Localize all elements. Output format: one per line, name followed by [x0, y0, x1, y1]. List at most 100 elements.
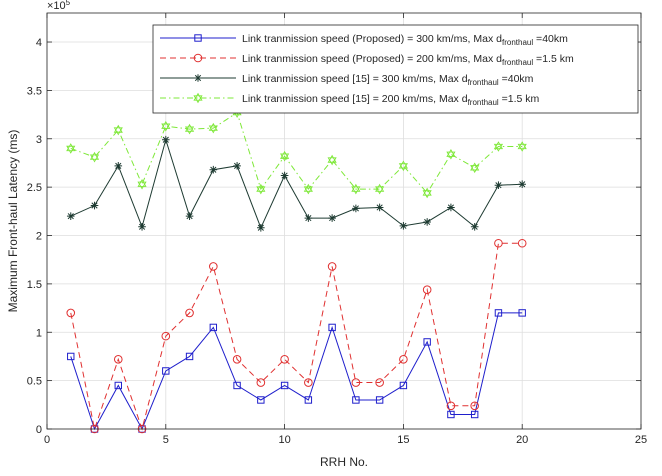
x-tick-label: 0 [44, 434, 50, 446]
series-1 [67, 309, 526, 433]
data-point-hexagram [351, 183, 361, 195]
data-point-asterisk [162, 135, 170, 144]
data-point-square [447, 410, 455, 419]
data-point-square [423, 338, 431, 346]
x-tick-label: 10 [278, 434, 290, 446]
data-point-asterisk [90, 201, 99, 210]
data-point-circle [185, 308, 194, 318]
legend-label-subscript: fronthaul [468, 98, 499, 107]
data-point-hexagram [446, 148, 456, 160]
series-line [70, 312, 523, 431]
data-point-square [328, 323, 336, 332]
data-point-circle [304, 378, 313, 387]
data-point-asterisk [280, 171, 289, 180]
data-point-square [194, 34, 202, 42]
legend-label: Link tranmission speed [15] = 300 km/ms,… [242, 73, 534, 87]
data-point-circle [375, 378, 384, 387]
data-point-hexagram [303, 183, 313, 195]
data-point-square [375, 396, 384, 404]
plot-frame [46, 12, 642, 430]
data-point-hexagram [470, 162, 480, 174]
legend-label: Link tranmission speed [15] = 200 km/ms,… [242, 93, 540, 107]
data-point-asterisk [518, 180, 526, 189]
x-tick-label: 5 [163, 434, 169, 446]
data-point-circle [327, 262, 337, 271]
legend-label-main: Link tranmission speed (Proposed) = 300 … [242, 33, 502, 45]
x-axis-title: RRH No. [320, 455, 368, 469]
data-point-square [399, 381, 408, 390]
data-point-square [162, 367, 170, 375]
data-point-asterisk [185, 212, 194, 220]
legend-label-main: Link tranmission speed (Proposed) = 200 … [242, 53, 502, 65]
data-point-asterisk [138, 223, 146, 231]
data-point-hexagram [208, 122, 218, 134]
data-point-asterisk [375, 203, 384, 212]
data-point-hexagram [280, 150, 290, 162]
x-tick-label: 25 [635, 434, 647, 446]
data-point-asterisk [304, 214, 313, 222]
legend-label-main: Link tranmission speed [15] = 200 km/ms,… [242, 93, 468, 105]
data-point-circle [66, 308, 76, 318]
data-point-hexagram [493, 141, 504, 152]
legend-label-tail: =40km [499, 73, 534, 85]
y-tick-label: 1.5 [27, 279, 42, 291]
data-point-asterisk [352, 204, 360, 213]
y-tick-label: 2.5 [27, 182, 42, 194]
axis-ticks: 0 5 10 15 20 25 0 0.5 1 1.5 2 2.5 3 3.5 4 [27, 13, 647, 446]
data-point-asterisk [423, 218, 431, 226]
data-point-circle [517, 238, 527, 248]
data-point-square [304, 396, 313, 404]
data-point-hexagram [137, 178, 147, 190]
data-point-asterisk [66, 212, 75, 220]
data-point-asterisk [447, 203, 455, 212]
data-point-hexagram [193, 92, 203, 104]
data-point-asterisk [328, 214, 336, 222]
legend-label-main: Link tranmission speed [15] = 300 km/ms,… [242, 73, 468, 85]
data-point-square [352, 396, 360, 404]
data-point-hexagram [66, 143, 76, 154]
data-point-square [257, 396, 265, 404]
data-point-circle [399, 355, 408, 364]
legend-label: Link tranmission speed (Proposed) = 300 … [242, 33, 568, 47]
series-line [70, 242, 523, 431]
legend-entry-3: Link tranmission speed [15] = 300 km/ms,… [160, 73, 534, 87]
data-point-circle [232, 355, 242, 364]
legend-label-subscript: fronthaul [468, 78, 499, 87]
series-layer [66, 107, 527, 434]
y-tick-label: 1 [36, 327, 42, 339]
y-tick-label: 4 [36, 37, 42, 49]
data-point-hexagram [327, 154, 337, 166]
y-multiplier: ×105 [47, 0, 71, 12]
data-point-asterisk [470, 223, 479, 231]
data-point-square [185, 352, 194, 361]
y-tick-label: 0.5 [27, 376, 42, 388]
data-point-asterisk [399, 222, 408, 230]
y-axis-title: Maximum Front-haul Latency (ms) [6, 130, 20, 313]
data-point-circle [470, 401, 479, 411]
legend-label-tail: =1.5 km [533, 53, 574, 65]
data-point-square [233, 381, 241, 390]
data-point-asterisk [209, 165, 218, 174]
data-point-circle [446, 401, 456, 411]
data-point-asterisk [194, 74, 202, 82]
y-tick-label: 0 [36, 424, 42, 436]
data-point-circle [161, 331, 171, 341]
data-point-hexagram [375, 183, 385, 195]
data-point-circle [351, 378, 361, 387]
y-tick-label: 2 [36, 231, 42, 243]
y-tick-label: 3.5 [27, 85, 42, 97]
data-point-hexagram [422, 187, 432, 199]
data-point-circle [113, 355, 123, 364]
data-point-square [494, 309, 503, 317]
data-point-circle [193, 53, 203, 63]
data-point-asterisk [257, 223, 265, 232]
data-point-square [67, 352, 75, 361]
data-point-hexagram [256, 183, 266, 195]
data-point-hexagram [184, 123, 195, 135]
data-point-asterisk [494, 181, 503, 190]
legend: Link tranmission speed (Proposed) = 300 … [152, 24, 639, 114]
legend-label-subscript: fronthaul [502, 58, 533, 67]
series-line [70, 111, 523, 194]
data-point-square [114, 381, 122, 390]
